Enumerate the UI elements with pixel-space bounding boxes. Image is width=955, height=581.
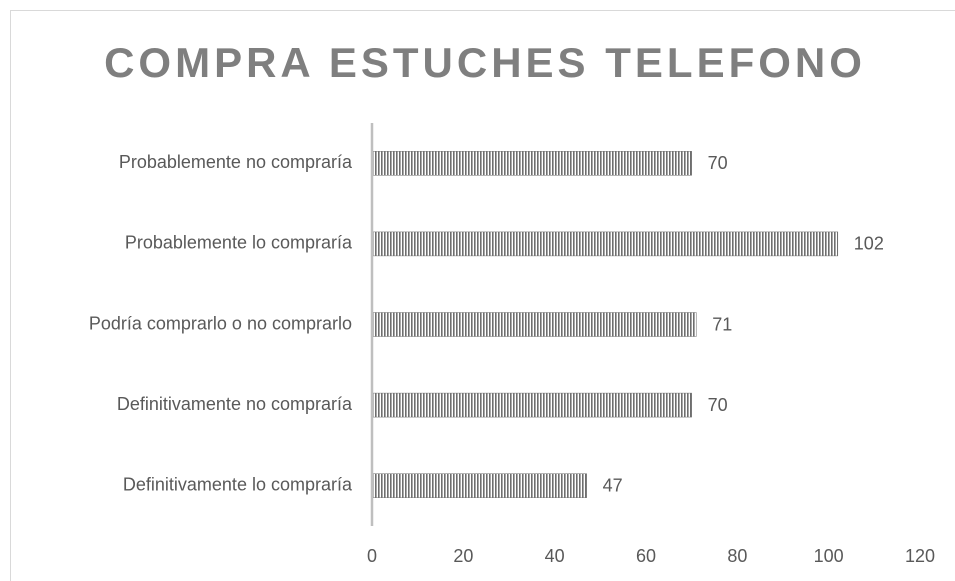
y-tick-label: Definitivamente no compraría — [117, 394, 353, 414]
data-label: 47 — [603, 475, 623, 495]
x-tick-label: 100 — [814, 546, 844, 566]
data-label: 70 — [708, 153, 728, 173]
y-tick-label: Probablemente lo compraría — [125, 233, 353, 253]
bar — [371, 231, 839, 257]
x-tick-label: 0 — [367, 546, 377, 566]
bar — [371, 473, 587, 498]
y-tick-label: Podría comprarlo o no comprarlo — [89, 313, 352, 333]
data-label: 70 — [708, 395, 728, 415]
data-label: 71 — [712, 314, 732, 334]
data-label: 102 — [854, 234, 884, 254]
bar — [371, 151, 692, 176]
x-tick-label: 20 — [453, 546, 473, 566]
x-tick-label: 80 — [727, 546, 747, 566]
x-tick-label: 60 — [636, 546, 656, 566]
y-tick-label: Probablemente no compraría — [119, 152, 353, 172]
bar — [371, 392, 692, 418]
x-tick-label: 120 — [905, 546, 935, 566]
chart-title: COMPRA ESTUCHES TELEFONO — [104, 39, 866, 86]
bar — [371, 312, 697, 337]
y-tick-label: Definitivamente lo compraría — [123, 474, 353, 494]
x-tick-label: 40 — [545, 546, 565, 566]
